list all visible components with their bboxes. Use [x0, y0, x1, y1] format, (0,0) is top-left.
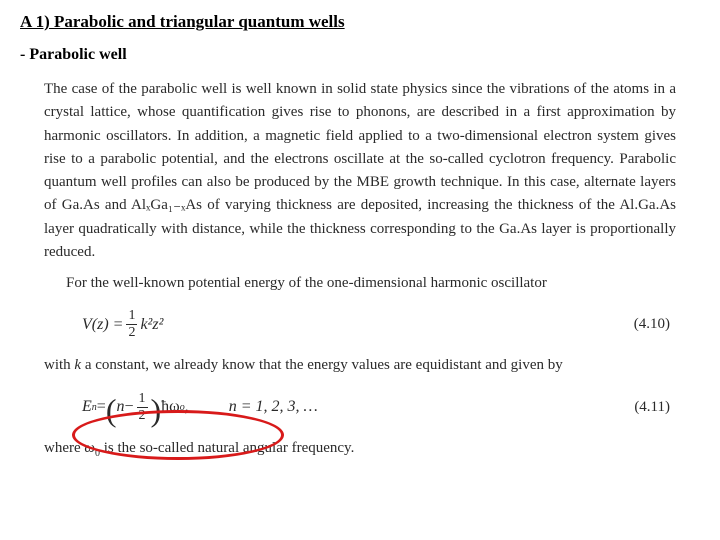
- frac-num: 1: [126, 309, 137, 323]
- equation-number: (4.10): [634, 316, 676, 333]
- para4-pre: where: [44, 440, 84, 456]
- eq-equals: =: [97, 398, 106, 416]
- paragraph-3: with k a constant, we already know that …: [44, 354, 676, 377]
- eq-rhs: k²z²: [140, 316, 163, 334]
- body-block: The case of the parabolic well is well k…: [20, 78, 700, 461]
- eq-comma: ,: [185, 398, 189, 416]
- equation-number-2: (4.11): [634, 399, 676, 416]
- frac-den: 2: [126, 326, 137, 340]
- section-heading: A 1) Parabolic and triangular quantum we…: [20, 12, 700, 32]
- para4-post: is the so-called natural angular frequen…: [100, 440, 354, 456]
- para3-pre: with: [44, 357, 74, 373]
- eq-E: E: [82, 398, 92, 416]
- para4-omega: ω: [84, 440, 95, 456]
- eq-n-range: n = 1, 2, 3, …: [229, 398, 318, 416]
- eq-lhs: V(z) =: [82, 316, 123, 334]
- paragraph-2: For the well-known potential energy of t…: [44, 272, 676, 295]
- eq-minus: −: [124, 398, 133, 416]
- equation-4-11: En = ( n − 1 2 ) ħωo, n = 1, 2, 3, … (4.…: [82, 392, 676, 423]
- eq-fraction-2: 1 2: [137, 392, 148, 423]
- frac-den-2: 2: [137, 409, 148, 423]
- eq-fraction: 1 2: [126, 309, 137, 340]
- paragraph-1: The case of the parabolic well is well k…: [44, 78, 676, 264]
- equation-4-10: V(z) = 1 2 k²z² (4.10): [82, 309, 676, 340]
- eq-hbar-omega: ħω: [161, 398, 180, 416]
- para3-post: a constant, we already know that the ene…: [81, 357, 563, 373]
- frac-num-2: 1: [137, 392, 148, 406]
- paragraph-4: where ω0 is the so-called natural angula…: [44, 437, 676, 462]
- sub-heading: - Parabolic well: [20, 46, 700, 64]
- eq-inner-n: n: [116, 398, 124, 416]
